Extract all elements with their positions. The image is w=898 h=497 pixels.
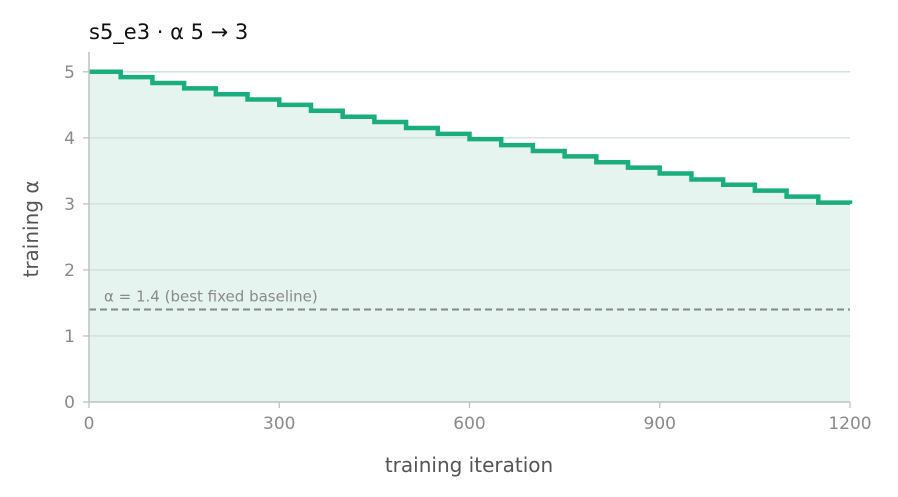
x-tick-label: 300 bbox=[263, 414, 295, 434]
baseline-annotation: α = 1.4 (best fixed baseline) bbox=[104, 288, 318, 306]
x-tick-label: 0 bbox=[84, 414, 95, 434]
y-tick-label: 0 bbox=[64, 393, 75, 413]
x-tick-label: 900 bbox=[644, 414, 676, 434]
y-axis-label: training α bbox=[19, 180, 43, 277]
y-tick-label: 2 bbox=[64, 261, 75, 281]
x-tick-label: 600 bbox=[453, 414, 485, 434]
x-axis-label: training iteration bbox=[385, 453, 553, 477]
chart-title: s5_e3 · α 5 → 3 bbox=[89, 20, 248, 45]
y-tick-label: 1 bbox=[64, 327, 75, 347]
series-line bbox=[89, 69, 853, 205]
y-tick-label: 4 bbox=[64, 129, 75, 149]
series-area bbox=[89, 71, 850, 403]
y-tick-label: 3 bbox=[64, 195, 75, 215]
x-tick-label: 1200 bbox=[828, 414, 871, 434]
plot-area: α = 1.4 (best fixed baseline) 0 1 2 3 4 5 0 300 6… bbox=[64, 52, 872, 434]
y-tick-label: 5 bbox=[64, 63, 75, 83]
